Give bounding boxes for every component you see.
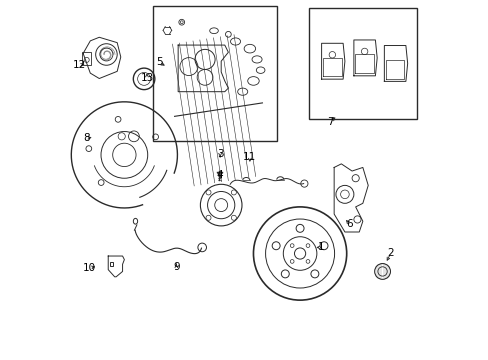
Text: 7: 7 bbox=[326, 117, 333, 127]
Bar bbox=[82, 52, 91, 65]
Bar bbox=[308, 8, 416, 119]
Text: 5: 5 bbox=[156, 57, 162, 67]
Text: 4: 4 bbox=[216, 170, 223, 180]
Bar bbox=[109, 262, 113, 266]
Bar bbox=[153, 6, 276, 140]
Text: 1: 1 bbox=[317, 242, 324, 252]
Text: 10: 10 bbox=[83, 263, 96, 273]
Text: 13: 13 bbox=[140, 73, 153, 83]
Text: 2: 2 bbox=[386, 248, 393, 258]
Text: 8: 8 bbox=[83, 133, 90, 143]
Text: 6: 6 bbox=[345, 219, 352, 229]
Text: 3: 3 bbox=[216, 149, 223, 159]
Text: 9: 9 bbox=[173, 262, 179, 272]
Text: 11: 11 bbox=[243, 152, 256, 162]
Text: 12: 12 bbox=[73, 60, 86, 70]
